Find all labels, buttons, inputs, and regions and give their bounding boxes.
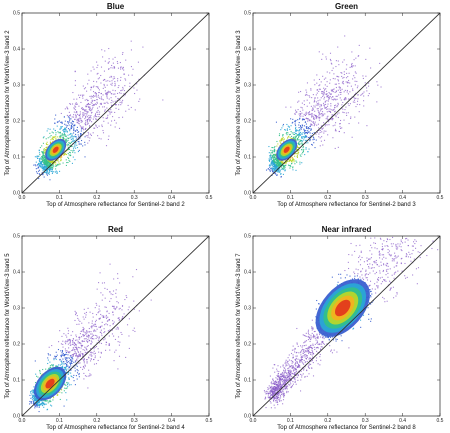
plot-frame bbox=[252, 235, 441, 417]
x-tick-label: 0.4 bbox=[168, 418, 175, 424]
x-tick-label: 0.5 bbox=[206, 195, 213, 201]
y-tick-label: 0.5 bbox=[13, 11, 20, 17]
x-tick-label: 0.2 bbox=[324, 418, 331, 424]
panel-title: Near infrared bbox=[322, 225, 372, 234]
y-axis-label: Top of Atmosphere reflectance for WorldV… bbox=[5, 253, 11, 399]
plot-frame bbox=[21, 235, 210, 417]
x-tick-label: 0.3 bbox=[131, 418, 138, 424]
y-tick-label: 0.1 bbox=[13, 155, 20, 161]
x-tick-label: 0.1 bbox=[56, 418, 63, 424]
x-axis-label: Top of Atmosphere reflectance for Sentin… bbox=[46, 202, 185, 208]
y-tick-label: 0.3 bbox=[244, 306, 251, 312]
y-tick-label: 0.3 bbox=[244, 83, 251, 89]
panel-3: 0.0 0.1 0.2 0.3 0.4 0.5 0.0 0.1 0.2 0.3 0.4 0.5 Red T… bbox=[5, 225, 213, 431]
x-tick-label: 0.2 bbox=[324, 195, 331, 201]
y-tick-label: 0.4 bbox=[13, 47, 20, 53]
plot-frame bbox=[252, 12, 441, 194]
y-tick-label: 0.2 bbox=[13, 119, 20, 125]
y-axis-label: Top of Atmosphere reflectance for WorldV… bbox=[5, 30, 11, 176]
y-tick-label: 0.2 bbox=[13, 342, 20, 348]
x-tick-label: 0.4 bbox=[399, 418, 406, 424]
y-tick-label: 0.3 bbox=[13, 83, 20, 89]
x-tick-label: 0.2 bbox=[93, 195, 100, 201]
y-tick-label: 0.2 bbox=[244, 342, 251, 348]
y-tick-label: 0.0 bbox=[13, 414, 20, 420]
plot-area bbox=[22, 236, 209, 416]
x-tick-label: 0.3 bbox=[362, 195, 369, 201]
x-tick-label: 0.2 bbox=[93, 418, 100, 424]
y-axis-label: Top of Atmosphere reflectance for WorldV… bbox=[236, 30, 242, 176]
x-tick-label: 0.4 bbox=[399, 195, 406, 201]
y-tick-label: 0.5 bbox=[244, 11, 251, 17]
one-to-one-line bbox=[22, 13, 209, 193]
y-tick-label: 0.4 bbox=[13, 270, 20, 276]
x-tick-label: 0.5 bbox=[437, 418, 444, 424]
panel-title: Green bbox=[335, 2, 358, 11]
one-to-one-line bbox=[22, 236, 209, 416]
x-tick-label: 0.0 bbox=[250, 418, 257, 424]
x-tick-label: 0.1 bbox=[287, 418, 294, 424]
panel-4: 0.0 0.1 0.2 0.3 0.4 0.5 0.0 0.1 0.2 0.3 0.4 0.5 Near… bbox=[236, 225, 444, 431]
plot-area bbox=[253, 236, 440, 416]
x-tick-label: 0.5 bbox=[206, 418, 213, 424]
plot-area bbox=[253, 13, 440, 193]
x-tick-label: 0.0 bbox=[19, 418, 26, 424]
x-tick-label: 0.3 bbox=[131, 195, 138, 201]
density-core bbox=[45, 138, 67, 161]
density-core bbox=[315, 279, 370, 337]
x-axis-label: Top of Atmosphere reflectance for Sentin… bbox=[277, 425, 416, 431]
y-axis-label: Top of Atmosphere reflectance for WorldV… bbox=[236, 253, 242, 399]
x-axis-label: Top of Atmosphere reflectance for Sentin… bbox=[46, 425, 185, 431]
x-axis-label: Top of Atmosphere reflectance for Sentin… bbox=[277, 202, 416, 208]
y-tick-label: 0.1 bbox=[13, 378, 20, 384]
y-tick-label: 0.4 bbox=[244, 270, 251, 276]
density-core bbox=[33, 366, 67, 401]
x-tick-label: 0.3 bbox=[362, 418, 369, 424]
plot-frame bbox=[21, 12, 210, 194]
y-tick-label: 0.0 bbox=[13, 191, 20, 197]
x-tick-label: 0.4 bbox=[168, 195, 175, 201]
x-tick-label: 0.0 bbox=[19, 195, 26, 201]
panel-1: 0.0 0.1 0.2 0.3 0.4 0.5 0.0 0.1 0.2 0.3 0.4 0.5 Blue… bbox=[5, 2, 213, 208]
density-core bbox=[276, 138, 298, 161]
panel-title: Blue bbox=[107, 2, 125, 11]
panel-2: 0.0 0.1 0.2 0.3 0.4 0.5 0.0 0.1 0.2 0.3 0.4 0.5 Gree… bbox=[236, 2, 444, 208]
y-tick-label: 0.0 bbox=[244, 191, 251, 197]
panel-title: Red bbox=[108, 225, 123, 234]
plot-area bbox=[22, 13, 209, 193]
x-tick-label: 0.1 bbox=[287, 195, 294, 201]
x-tick-label: 0.5 bbox=[437, 195, 444, 201]
y-tick-label: 0.3 bbox=[13, 306, 20, 312]
y-tick-label: 0.1 bbox=[244, 155, 251, 161]
y-tick-label: 0.5 bbox=[244, 234, 251, 240]
y-tick-label: 0.2 bbox=[244, 119, 251, 125]
y-tick-label: 0.4 bbox=[244, 47, 251, 53]
y-tick-label: 0.5 bbox=[13, 234, 20, 240]
x-tick-label: 0.0 bbox=[250, 195, 257, 201]
y-tick-label: 0.1 bbox=[244, 378, 251, 384]
y-tick-label: 0.0 bbox=[244, 414, 251, 420]
one-to-one-line bbox=[253, 236, 440, 416]
one-to-one-line bbox=[253, 13, 440, 193]
x-tick-label: 0.1 bbox=[56, 195, 63, 201]
